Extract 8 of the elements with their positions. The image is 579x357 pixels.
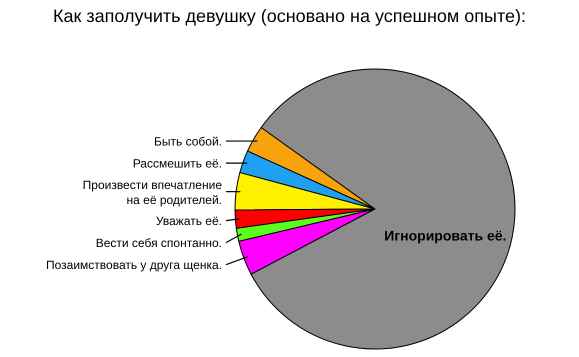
- slice-label: Вести себя спонтанно.: [96, 236, 222, 250]
- slice-label: Позаимствовать у друга щенка.: [46, 258, 222, 272]
- slice-label: Быть собой.: [154, 134, 222, 148]
- slice-label: Произвести впечатление на её родителей.: [82, 178, 222, 207]
- slice-label: Игнорировать её.: [384, 227, 506, 244]
- slice-label: Рассмешить её.: [132, 156, 222, 170]
- chart-title: Как заполучить девушку (основано на успешном опыте):: [52, 6, 526, 26]
- slice-label: Уважать её.: [156, 214, 222, 228]
